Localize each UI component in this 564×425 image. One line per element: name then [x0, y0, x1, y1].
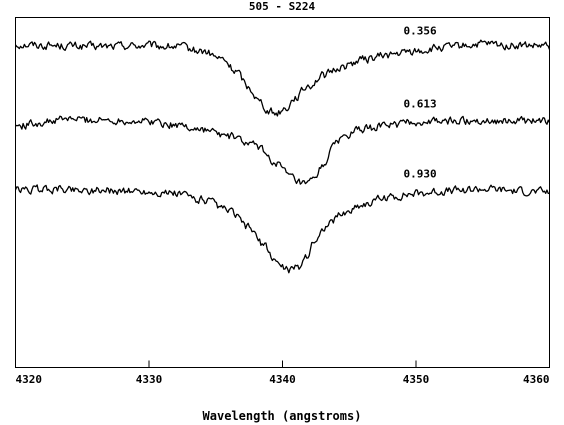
series-label: 0.613	[403, 98, 436, 111]
series-label: 0.930	[403, 168, 436, 181]
x-tick-label: 4340	[269, 373, 296, 386]
x-axis-label: Wavelength (angstroms)	[203, 409, 362, 423]
series-line	[15, 115, 551, 185]
x-tick-label: 4320	[16, 373, 43, 386]
chart-title: 505 - S224	[249, 0, 316, 13]
x-tick-label: 4330	[136, 373, 163, 386]
x-axis: 4320 4330 4340 4350 4360	[15, 360, 550, 386]
series-line	[14, 184, 550, 274]
series-group	[14, 39, 551, 274]
series-label: 0.356	[403, 24, 436, 37]
x-tick-label: 4360	[523, 373, 550, 386]
series-label-group: 0.356 0.613 0.930	[403, 24, 436, 180]
plot-frame	[15, 17, 550, 368]
series-line	[14, 39, 551, 117]
x-tick-label: 4350	[403, 373, 430, 386]
